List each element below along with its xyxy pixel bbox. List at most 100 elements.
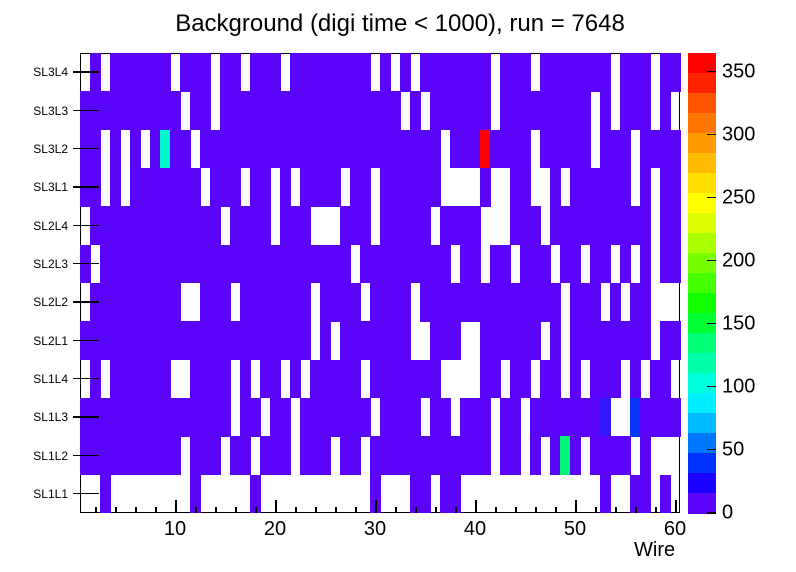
- y-row-label: SL2L3: [33, 256, 68, 271]
- heatmap-cell: [110, 129, 121, 169]
- heatmap-cell: [220, 321, 231, 361]
- heatmap-cell: [240, 283, 251, 322]
- heatmap-cell: [370, 129, 381, 169]
- heatmap-cell: [430, 168, 441, 207]
- heatmap-cell: [570, 398, 581, 437]
- heatmap-cell: [600, 53, 611, 92]
- x-minor-tick: [495, 507, 497, 513]
- heatmap-cell: [110, 206, 121, 246]
- heatmap-cell: [670, 168, 681, 207]
- heatmap-cell: [510, 359, 521, 399]
- heatmap-cell: [430, 53, 441, 92]
- heatmap-cell: [330, 283, 341, 322]
- heatmap-cell: [370, 474, 381, 514]
- x-minor-tick: [255, 507, 257, 513]
- heatmap-cell: [190, 321, 201, 361]
- heatmap-cell: [500, 91, 511, 131]
- heatmap-cell: [420, 206, 431, 246]
- heatmap-cell: [390, 91, 401, 131]
- heatmap-cell: [200, 359, 211, 399]
- heatmap-cell: [380, 129, 391, 169]
- heatmap-cell: [660, 53, 671, 92]
- heatmap-cell: [140, 359, 151, 399]
- heatmap-cell: [230, 53, 241, 92]
- heatmap-cell: [150, 283, 161, 322]
- heatmap-cell: [130, 283, 141, 322]
- heatmap-cell: [330, 244, 341, 284]
- heatmap-cell: [390, 244, 401, 284]
- x-tick-label: 30: [363, 518, 387, 540]
- heatmap-cell: [120, 244, 131, 284]
- x-minor-tick: [315, 507, 317, 513]
- heatmap-cell: [170, 398, 181, 437]
- heatmap-cell: [340, 244, 351, 284]
- heatmap-cell: [550, 206, 561, 246]
- heatmap-cell: [590, 359, 601, 399]
- heatmap-cell: [640, 53, 651, 92]
- heatmap-cell: [620, 436, 631, 476]
- x-tick-label: 10: [163, 518, 187, 540]
- heatmap-cell: [240, 321, 251, 361]
- heatmap-cell: [610, 359, 621, 399]
- heatmap-cell: [250, 53, 261, 92]
- heatmap-cell: [620, 206, 631, 246]
- x-tick-label: 20: [263, 518, 287, 540]
- heatmap-cell: [380, 321, 391, 361]
- heatmap-cell: [230, 244, 241, 284]
- colorbar-tick-label: 350: [722, 60, 756, 83]
- heatmap-cell: [250, 321, 261, 361]
- heatmap-cell: [360, 206, 371, 246]
- heatmap-cell: [540, 283, 551, 322]
- x-major-tick: [475, 500, 477, 513]
- heatmap-cell: [250, 474, 261, 514]
- heatmap-cell: [270, 436, 281, 476]
- heatmap-cell: [550, 398, 561, 437]
- heatmap-cell: [480, 283, 491, 322]
- heatmap-cell: [260, 206, 271, 246]
- colorbar-band: [688, 213, 716, 234]
- heatmap-cell: [600, 168, 611, 207]
- heatmap-cell: [640, 436, 651, 476]
- heatmap-cell: [150, 53, 161, 92]
- heatmap-cell: [160, 283, 171, 322]
- heatmap-cell: [150, 244, 161, 284]
- colorbar-band: [688, 433, 716, 454]
- heatmap-cell: [550, 359, 561, 399]
- y-row-label: SL1L3: [33, 410, 68, 425]
- heatmap-cell: [260, 91, 271, 131]
- heatmap-cell: [600, 206, 611, 246]
- heatmap-cell: [370, 283, 381, 322]
- y-row-label: SL3L3: [33, 103, 68, 118]
- y-row-label: SL2L1: [33, 333, 68, 348]
- heatmap-cell: [640, 398, 651, 437]
- heatmap-cell: [640, 91, 651, 131]
- heatmap-cell: [220, 359, 231, 399]
- heatmap-cell: [310, 359, 321, 399]
- x-minor-tick: [635, 507, 637, 513]
- heatmap-cell: [180, 206, 191, 246]
- heatmap-cell: [580, 91, 591, 131]
- heatmap-cell: [400, 359, 411, 399]
- heatmap-cell: [620, 53, 631, 92]
- heatmap-cell: [480, 321, 491, 361]
- colorbar-band: [688, 493, 716, 514]
- heatmap-cell: [340, 53, 351, 92]
- heatmap-cell: [510, 321, 521, 361]
- heatmap-cell: [360, 91, 371, 131]
- heatmap-cell: [150, 129, 161, 169]
- heatmap-cell: [560, 206, 571, 246]
- heatmap-cell: [490, 283, 501, 322]
- colorbar-band: [688, 353, 716, 374]
- heatmap-cell: [210, 398, 221, 437]
- heatmap-cell: [210, 168, 221, 207]
- heatmap-cell: [390, 398, 401, 437]
- heatmap-cell: [610, 206, 621, 246]
- heatmap-cell: [240, 244, 251, 284]
- heatmap-cell: [500, 436, 511, 476]
- heatmap-cell: [110, 436, 121, 476]
- heatmap-cell: [450, 321, 461, 361]
- x-minor-tick: [215, 507, 217, 513]
- heatmap-cell: [660, 206, 671, 246]
- heatmap-cell: [120, 283, 131, 322]
- heatmap-cell: [660, 168, 671, 207]
